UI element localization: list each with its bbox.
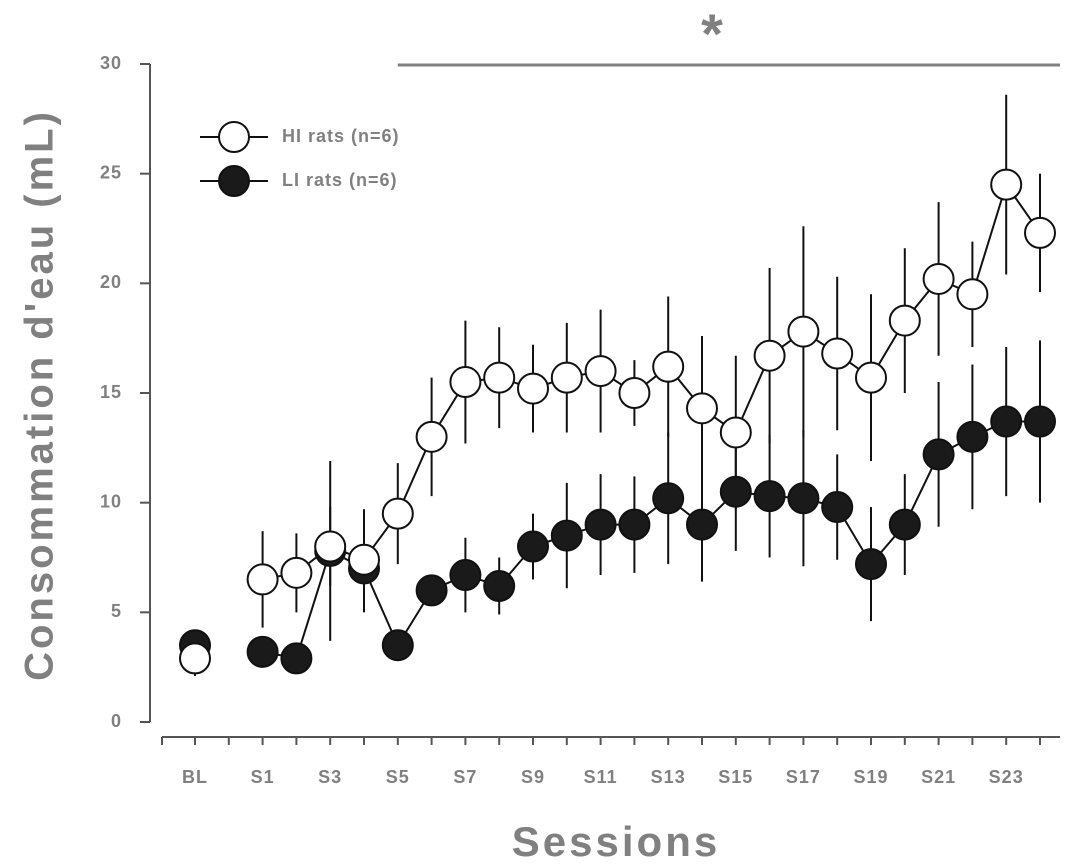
- point: [686, 392, 718, 425]
- x-tick-label: S15: [718, 767, 753, 787]
- legend-marker: [218, 121, 250, 153]
- x-tick-label: S17: [786, 767, 821, 787]
- point: [1024, 405, 1056, 438]
- point: [922, 438, 955, 471]
- point: [956, 420, 989, 453]
- x-tick-label: S19: [853, 767, 888, 787]
- point: [517, 372, 549, 405]
- point: [821, 337, 854, 370]
- point: [280, 556, 313, 589]
- x-axis-title: Sessions: [512, 818, 720, 865]
- x-tick-label: S1: [251, 767, 275, 787]
- point: [246, 563, 279, 596]
- point: [821, 491, 854, 524]
- point: [381, 629, 414, 662]
- point: [584, 355, 617, 388]
- point: [753, 339, 786, 372]
- point: [719, 416, 752, 449]
- legend-label: LI rats (n=6): [282, 170, 398, 190]
- point: [280, 642, 313, 675]
- point: [449, 366, 482, 399]
- point: [990, 405, 1023, 438]
- point: [787, 315, 820, 348]
- x-tick-label: S23: [989, 767, 1024, 787]
- point: [550, 361, 583, 394]
- y-tick-label: 10: [100, 491, 122, 511]
- point: [1024, 216, 1056, 249]
- point: [719, 475, 752, 508]
- point: [618, 508, 651, 541]
- series-line: [262, 182, 1041, 581]
- legend-label: HI rats (n=6): [282, 126, 400, 146]
- point: [415, 420, 448, 453]
- x-tick-label: S21: [921, 767, 956, 787]
- point: [922, 262, 955, 295]
- y-tick-label: 30: [100, 53, 122, 73]
- y-tick-label: 15: [100, 382, 122, 402]
- point: [855, 361, 887, 394]
- point: [381, 497, 414, 530]
- y-tick-label: 0: [111, 711, 122, 731]
- y-axis-title: Consommation d'eau (mL): [18, 109, 62, 681]
- point: [686, 508, 718, 541]
- point: [584, 508, 617, 541]
- x-tick-label: S5: [386, 767, 410, 787]
- point: [787, 482, 820, 515]
- y-tick-label: 25: [100, 162, 122, 182]
- x-tick-label: S7: [453, 767, 477, 787]
- point: [888, 508, 921, 541]
- point: [483, 570, 516, 603]
- point: [415, 574, 448, 607]
- x-tick-label: S13: [651, 767, 686, 787]
- point: [449, 559, 482, 592]
- y-tick-label: 5: [111, 601, 122, 621]
- point: [956, 278, 989, 311]
- point: [483, 361, 516, 394]
- x-tick-label: S3: [318, 767, 342, 787]
- x-tick-label: S11: [584, 767, 618, 787]
- y-tick-label: 20: [100, 272, 122, 292]
- significance-label: *: [701, 2, 723, 65]
- x-tick-label: S9: [521, 767, 545, 787]
- point: [888, 304, 921, 337]
- point: [550, 519, 583, 552]
- point: [618, 377, 651, 409]
- point: [517, 530, 549, 563]
- point: [990, 168, 1023, 201]
- point: [179, 642, 211, 675]
- point: [855, 548, 887, 581]
- point: [753, 480, 786, 513]
- legend-marker: [218, 165, 250, 197]
- point: [348, 543, 380, 576]
- point: [652, 350, 685, 383]
- point: [314, 530, 347, 563]
- point: [246, 635, 279, 668]
- point: [652, 482, 685, 515]
- x-tick-label: BL: [182, 767, 208, 787]
